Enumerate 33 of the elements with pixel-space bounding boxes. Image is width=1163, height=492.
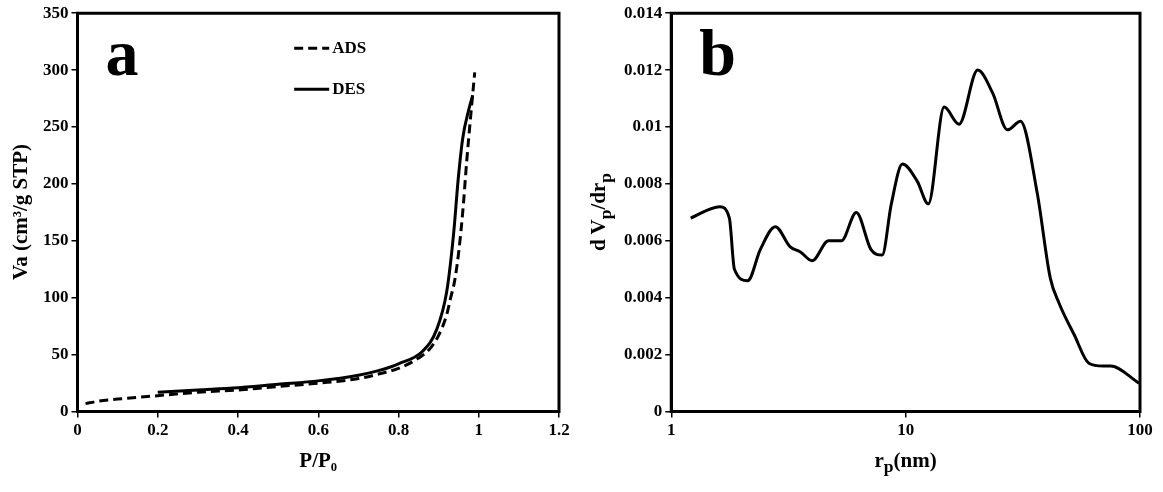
y-tick-label: 50 bbox=[51, 344, 69, 364]
y-tick-label: 100 bbox=[43, 287, 69, 307]
y-tick-label: 0.008 bbox=[624, 173, 663, 193]
x-tick-label: 10 bbox=[897, 420, 915, 440]
x-axis-title: P/P₀ bbox=[299, 447, 338, 473]
chart-title: b bbox=[699, 16, 736, 90]
y-tick-label: 250 bbox=[43, 116, 69, 136]
x-tick-label: 0.2 bbox=[147, 420, 169, 440]
y-tick-label: 300 bbox=[43, 59, 69, 79]
y-tick-label: 200 bbox=[43, 173, 69, 193]
y-tick-label: 0.006 bbox=[624, 230, 663, 250]
y-tick-label: 0.01 bbox=[632, 116, 663, 136]
x-tick-label: 1 bbox=[667, 420, 676, 440]
x-tick-label: 0.6 bbox=[307, 420, 329, 440]
y-tick-label: 0.014 bbox=[624, 2, 663, 22]
x-tick-label: 100 bbox=[1127, 420, 1153, 440]
y-tick-label: 0.002 bbox=[624, 344, 663, 364]
y-axis-title: Va (cm³/g STP) bbox=[7, 144, 33, 281]
legend-label: ADS bbox=[332, 37, 367, 57]
y-tick-label: 150 bbox=[43, 230, 69, 250]
y-tick-label: 350 bbox=[43, 2, 69, 22]
x-tick-label: 0.8 bbox=[387, 420, 410, 440]
y-tick-label: 0 bbox=[60, 400, 69, 420]
x-tick-label: 1.2 bbox=[548, 420, 570, 440]
x-tick-label: 0.4 bbox=[227, 420, 250, 440]
y-tick-label: 0.012 bbox=[624, 59, 663, 79]
x-tick-label: 1 bbox=[474, 420, 483, 440]
y-tick-label: 0.004 bbox=[624, 287, 663, 307]
chart-title: a bbox=[105, 16, 139, 90]
y-tick-label: 0 bbox=[653, 400, 663, 420]
x-axis-title: r$_{p}$(nm) bbox=[874, 447, 937, 477]
legend-label: DES bbox=[332, 78, 366, 98]
x-tick-label: 0 bbox=[73, 420, 82, 440]
